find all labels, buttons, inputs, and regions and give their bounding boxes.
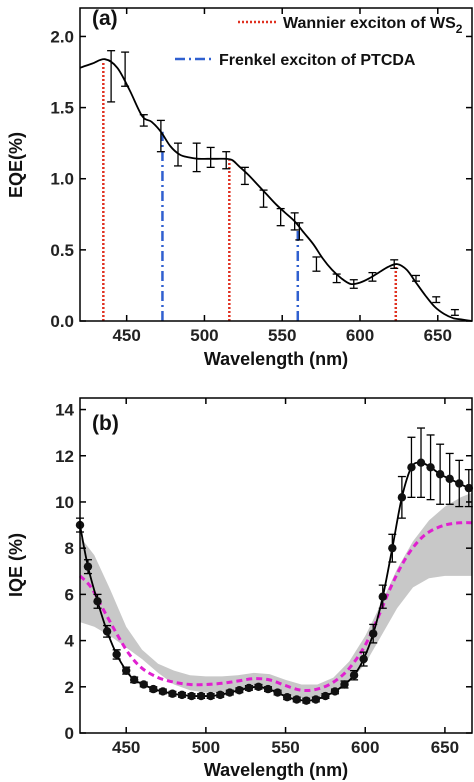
iqe-data-point bbox=[359, 654, 368, 664]
iqe-y-tick-label: 8 bbox=[65, 539, 74, 558]
eqe-x-axis-label: Wavelength (nm) bbox=[204, 349, 348, 369]
iqe-data-point bbox=[102, 627, 112, 636]
iqe-data-point bbox=[464, 483, 474, 493]
iqe-data-point bbox=[149, 684, 158, 694]
iqe-data-point bbox=[235, 686, 244, 695]
iqe-x-tick-label: 550 bbox=[271, 738, 299, 757]
iqe-data-point bbox=[187, 691, 196, 701]
eqe-y-tick-label: 0.0 bbox=[50, 312, 74, 331]
iqe-y-tick-label: 6 bbox=[65, 585, 74, 604]
iqe-x-tick-label: 500 bbox=[192, 738, 220, 757]
iqe-chart: 450 500 550 600 650 0 2 4 6 8 10 12 14 (b) Wavelengt… bbox=[6, 397, 474, 780]
iqe-plot-frame bbox=[79, 397, 473, 734]
eqe-y-tick-label: 0.5 bbox=[50, 241, 74, 260]
eqe-y-tick-label: 1.5 bbox=[50, 99, 74, 118]
iqe-y-tick-label: 0 bbox=[65, 724, 74, 743]
iqe-data-point bbox=[407, 463, 416, 472]
eqe-x-tick-label: 450 bbox=[112, 326, 140, 345]
eqe-x-tick-label: 600 bbox=[346, 326, 374, 345]
iqe-y-tick-label: 10 bbox=[55, 493, 74, 512]
eqe-y-axis-label: EQE(%) bbox=[6, 132, 26, 198]
iqe-data-point bbox=[244, 683, 254, 693]
iqe-y-tick-label: 14 bbox=[55, 401, 74, 420]
eqe-x-tick-label: 500 bbox=[190, 326, 218, 345]
iqe-uncertainty-band bbox=[80, 492, 472, 699]
legend-label-wannier: Wannier exciton of WS2 bbox=[283, 15, 463, 36]
iqe-y-axis-label: IQE (%) bbox=[6, 533, 26, 597]
iqe-data-point bbox=[158, 687, 168, 696]
eqe-legend: Wannier exciton of WS2 Frenkel exciton o… bbox=[175, 15, 463, 69]
iqe-data-point bbox=[302, 696, 311, 705]
iqe-data-point bbox=[177, 690, 187, 700]
iqe-data-point bbox=[455, 479, 464, 488]
iqe-x-tick-label: 650 bbox=[431, 738, 459, 757]
iqe-data-point bbox=[378, 592, 387, 601]
iqe-data-point bbox=[139, 680, 148, 689]
iqe-data-point bbox=[263, 684, 273, 694]
eqe-x-tick-label: 650 bbox=[424, 326, 452, 345]
iqe-data-point bbox=[129, 675, 139, 685]
iqe-data-point bbox=[122, 666, 131, 675]
iqe-data-point bbox=[340, 680, 349, 689]
eqe-x-tick-label: 550 bbox=[268, 326, 296, 345]
eqe-y-tick-label: 1.0 bbox=[50, 170, 74, 189]
eqe-y-tick-label: 2.0 bbox=[50, 27, 74, 46]
iqe-data-point bbox=[426, 463, 435, 472]
iqe-data-point bbox=[216, 690, 225, 700]
iqe-y-tick-label: 4 bbox=[65, 632, 75, 651]
iqe-data-point bbox=[330, 687, 340, 696]
iqe-data-point bbox=[445, 474, 454, 484]
iqe-y-tick-label: 2 bbox=[65, 678, 74, 697]
iqe-data-point bbox=[83, 562, 93, 571]
iqe-data-point bbox=[416, 458, 426, 467]
iqe-data-point bbox=[321, 691, 330, 701]
eqe-panel-label: (a) bbox=[92, 7, 118, 30]
iqe-data-point bbox=[292, 695, 301, 704]
iqe-x-axis-label: Wavelength (nm) bbox=[204, 760, 348, 780]
iqe-data-point bbox=[168, 689, 177, 698]
iqe-data-point bbox=[93, 597, 102, 606]
iqe-panel-label: (b) bbox=[92, 412, 119, 435]
iqe-data-point bbox=[254, 682, 263, 691]
iqe-x-tick-label: 450 bbox=[112, 738, 140, 757]
eqe-chart: 450 500 550 600 650 0.0 0.5 1.0 1.5 2.0 (a) Wanni… bbox=[6, 7, 473, 369]
iqe-x-tick-label: 600 bbox=[351, 738, 379, 757]
iqe-data-point bbox=[311, 695, 321, 704]
iqe-y-tick-label: 12 bbox=[55, 447, 74, 466]
iqe-data-point bbox=[435, 470, 445, 479]
iqe-data-point bbox=[206, 691, 215, 701]
iqe-data-point bbox=[369, 629, 378, 638]
iqe-data-point bbox=[225, 688, 234, 697]
iqe-model-curve bbox=[78, 521, 473, 693]
iqe-data-point bbox=[349, 671, 359, 680]
iqe-data-point bbox=[388, 543, 397, 553]
iqe-data-point bbox=[273, 688, 282, 697]
iqe-data-point bbox=[397, 493, 407, 502]
iqe-data-point bbox=[196, 691, 206, 701]
iqe-data-point bbox=[282, 692, 292, 702]
eqe-plot-frame bbox=[79, 7, 473, 322]
legend-label-frenkel: Frenkel exciton of PTCDA bbox=[219, 52, 416, 69]
iqe-data-point bbox=[112, 650, 121, 659]
